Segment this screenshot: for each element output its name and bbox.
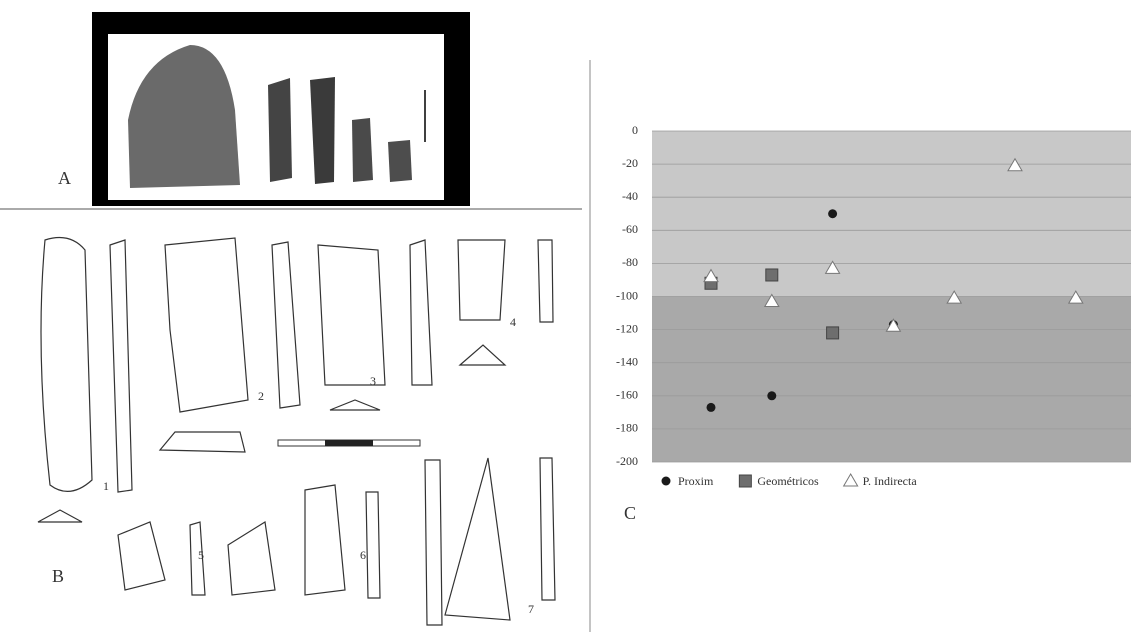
panel-label: B (52, 566, 64, 586)
y-tick-label: -180 (616, 421, 638, 435)
point (707, 403, 716, 412)
point (827, 327, 839, 339)
legend-label: P. Indirecta (863, 474, 918, 488)
figure-number: 2 (258, 389, 264, 403)
y-tick-label: -200 (616, 454, 638, 468)
y-tick-label: 0 (632, 123, 638, 137)
point (828, 209, 837, 218)
figure-number: 6 (360, 548, 366, 562)
artifact-blade (352, 118, 373, 182)
legend-marker (844, 474, 858, 486)
y-tick-label: -160 (616, 388, 638, 402)
y-tick-label: -120 (616, 321, 638, 335)
figure: A B C 1 2 3 4 5 6 7 0 -20 -40 -60 -80 -100 -120 -140 -1… (0, 0, 1131, 632)
panel-label: C (624, 503, 636, 523)
artifact-blade (268, 78, 292, 182)
y-tick-label: -100 (616, 288, 638, 302)
figure-number: 3 (370, 374, 376, 388)
legend-marker (739, 475, 751, 487)
panel-label: A (58, 168, 71, 188)
y-tick-label: -40 (622, 189, 638, 203)
y-tick-label: -60 (622, 222, 638, 236)
artifact-blade (388, 140, 412, 182)
legend-label: Geométricos (757, 474, 819, 488)
background-band (652, 131, 1131, 297)
y-tick-label: -80 (622, 255, 638, 269)
point (767, 391, 776, 400)
y-tick-label: -140 (616, 354, 638, 368)
figure-number: 1 (103, 479, 109, 493)
legend-marker (662, 477, 671, 486)
figure-number: 5 (198, 548, 204, 562)
y-tick-label: -20 (622, 156, 638, 170)
figure-number: 4 (510, 315, 516, 329)
point (766, 269, 778, 281)
legend-label: Proxim (678, 474, 714, 488)
drawings (38, 238, 555, 625)
figure-number: 7 (528, 602, 534, 616)
